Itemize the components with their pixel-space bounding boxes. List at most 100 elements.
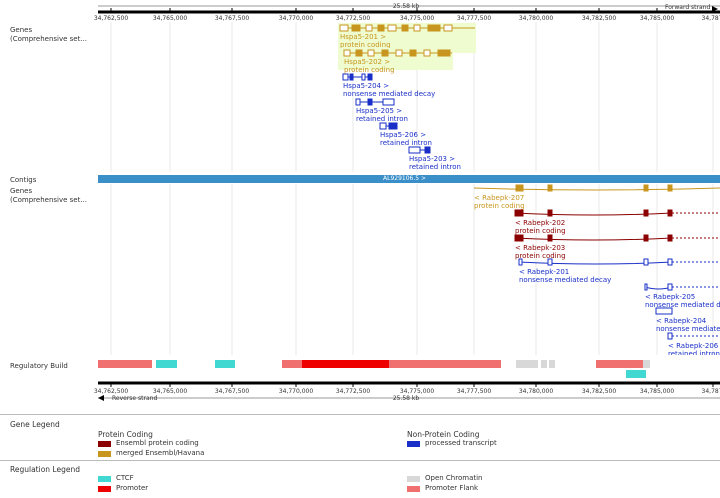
intron-line xyxy=(514,237,673,241)
transcript-biotype: protein coding xyxy=(474,202,525,210)
tick-label: 34,775,000 xyxy=(400,15,435,22)
regulatory-feature[interactable] xyxy=(282,360,302,368)
regulatory-feature[interactable] xyxy=(596,360,643,368)
regulatory-feature[interactable] xyxy=(156,360,177,368)
transcript-biotype: retained intron xyxy=(409,163,461,171)
exon[interactable] xyxy=(382,98,395,106)
exon[interactable] xyxy=(365,24,373,32)
exon[interactable] xyxy=(395,49,403,57)
exon[interactable] xyxy=(377,24,385,32)
exon[interactable] xyxy=(547,234,553,242)
non-protein-coding-title: Non-Protein Coding xyxy=(407,430,480,439)
exon[interactable] xyxy=(667,283,673,291)
exon[interactable] xyxy=(643,209,649,217)
exon[interactable] xyxy=(367,73,373,81)
exon[interactable] xyxy=(361,73,366,81)
exon[interactable] xyxy=(643,234,649,242)
transcript-biotype: nonsense mediated decay xyxy=(519,276,611,284)
exon[interactable] xyxy=(408,146,421,154)
exon[interactable] xyxy=(667,184,673,192)
transcript-name: < Rabepk-203 xyxy=(515,244,565,252)
regulatory-feature[interactable] xyxy=(541,360,547,368)
exon[interactable] xyxy=(518,258,523,266)
contigs-track-label: Contigs xyxy=(10,176,37,184)
regulatory-feature[interactable] xyxy=(626,370,646,378)
tick-label: 34,770,000 xyxy=(279,15,314,22)
exon[interactable] xyxy=(388,122,398,130)
exon[interactable] xyxy=(367,49,375,57)
exon[interactable] xyxy=(443,24,453,32)
transcript-name: Hspa5-204 > xyxy=(343,82,389,90)
reverse-arrow-icon xyxy=(98,395,104,401)
tick-label: 34,787, xyxy=(702,15,720,22)
tick-label: 34,785,000 xyxy=(640,388,675,395)
genes-track-sublabel[interactable]: (Comprehensive set... xyxy=(10,35,88,43)
exon[interactable] xyxy=(547,184,553,192)
regulatory-feature[interactable] xyxy=(215,360,235,368)
transcript-name: < Rabepk-205 xyxy=(645,293,695,301)
regulatory-feature[interactable] xyxy=(549,360,555,368)
tick-label: 34,787, xyxy=(702,388,720,395)
exon[interactable] xyxy=(355,98,361,106)
exon[interactable] xyxy=(427,24,441,32)
tick-label: 34,772,500 xyxy=(336,388,371,395)
exon[interactable] xyxy=(423,49,431,57)
gene-legend-title: Gene Legend xyxy=(10,420,60,429)
tick-label: 34,777,500 xyxy=(457,388,492,395)
tick-label: 34,765,000 xyxy=(153,15,188,22)
exon[interactable] xyxy=(437,49,451,57)
contig-bar[interactable] xyxy=(98,175,720,183)
regulatory-feature[interactable] xyxy=(302,360,389,368)
tick-label: 34,770,000 xyxy=(279,388,314,395)
regulatory-feature[interactable] xyxy=(389,360,501,368)
exon[interactable] xyxy=(643,184,649,192)
exon[interactable] xyxy=(409,49,417,57)
transcript-name: < Rabepk-206 xyxy=(668,342,719,350)
ctcf-swatch xyxy=(98,476,111,482)
divider xyxy=(0,414,720,415)
regulatory-feature[interactable] xyxy=(98,360,152,368)
regulatory-build-label: Regulatory Build xyxy=(10,362,68,370)
tick-label: 34,780,000 xyxy=(519,15,554,22)
open-chromatin-swatch xyxy=(407,476,420,482)
exon[interactable] xyxy=(644,283,648,291)
transcript-biotype: nonsense mediate xyxy=(656,325,720,333)
exon[interactable] xyxy=(351,24,361,32)
exon[interactable] xyxy=(367,98,373,106)
exon[interactable] xyxy=(401,24,409,32)
exon[interactable] xyxy=(514,209,524,217)
exon[interactable] xyxy=(355,49,363,57)
tick-label: 34,782,500 xyxy=(582,388,617,395)
exon[interactable] xyxy=(547,258,553,266)
exon[interactable] xyxy=(413,24,421,32)
exon[interactable] xyxy=(349,73,354,81)
exon[interactable] xyxy=(515,184,524,192)
processed-transcript-label: processed transcript xyxy=(425,439,497,447)
exon[interactable] xyxy=(667,209,673,217)
tick-label: 34,777,500 xyxy=(457,15,492,22)
genes-reverse-track-sublabel[interactable]: (Comprehensive set... xyxy=(10,196,88,204)
exon[interactable] xyxy=(643,258,649,266)
exon[interactable] xyxy=(379,122,387,130)
regulatory-feature[interactable] xyxy=(516,360,538,368)
exon[interactable] xyxy=(655,307,673,315)
regulatory-feature[interactable] xyxy=(643,360,650,368)
exon[interactable] xyxy=(424,146,431,154)
exon[interactable] xyxy=(667,332,673,340)
exon[interactable] xyxy=(342,73,349,81)
transcript-biotype: nonsense mediated d xyxy=(645,301,720,309)
divider xyxy=(0,460,720,461)
transcript-name: Hspa5-203 > xyxy=(409,155,455,163)
exon[interactable] xyxy=(547,209,553,217)
exon[interactable] xyxy=(381,49,389,57)
exon[interactable] xyxy=(343,49,351,57)
transcript-biotype: protein coding xyxy=(515,227,566,235)
exon[interactable] xyxy=(514,234,524,242)
exon[interactable] xyxy=(387,24,397,32)
exon[interactable] xyxy=(667,258,673,266)
transcript-name: < Rabepk-204 xyxy=(656,317,707,325)
genes-reverse-track-label: Genes xyxy=(10,187,33,195)
exon[interactable] xyxy=(339,24,349,32)
exon[interactable] xyxy=(667,234,673,242)
